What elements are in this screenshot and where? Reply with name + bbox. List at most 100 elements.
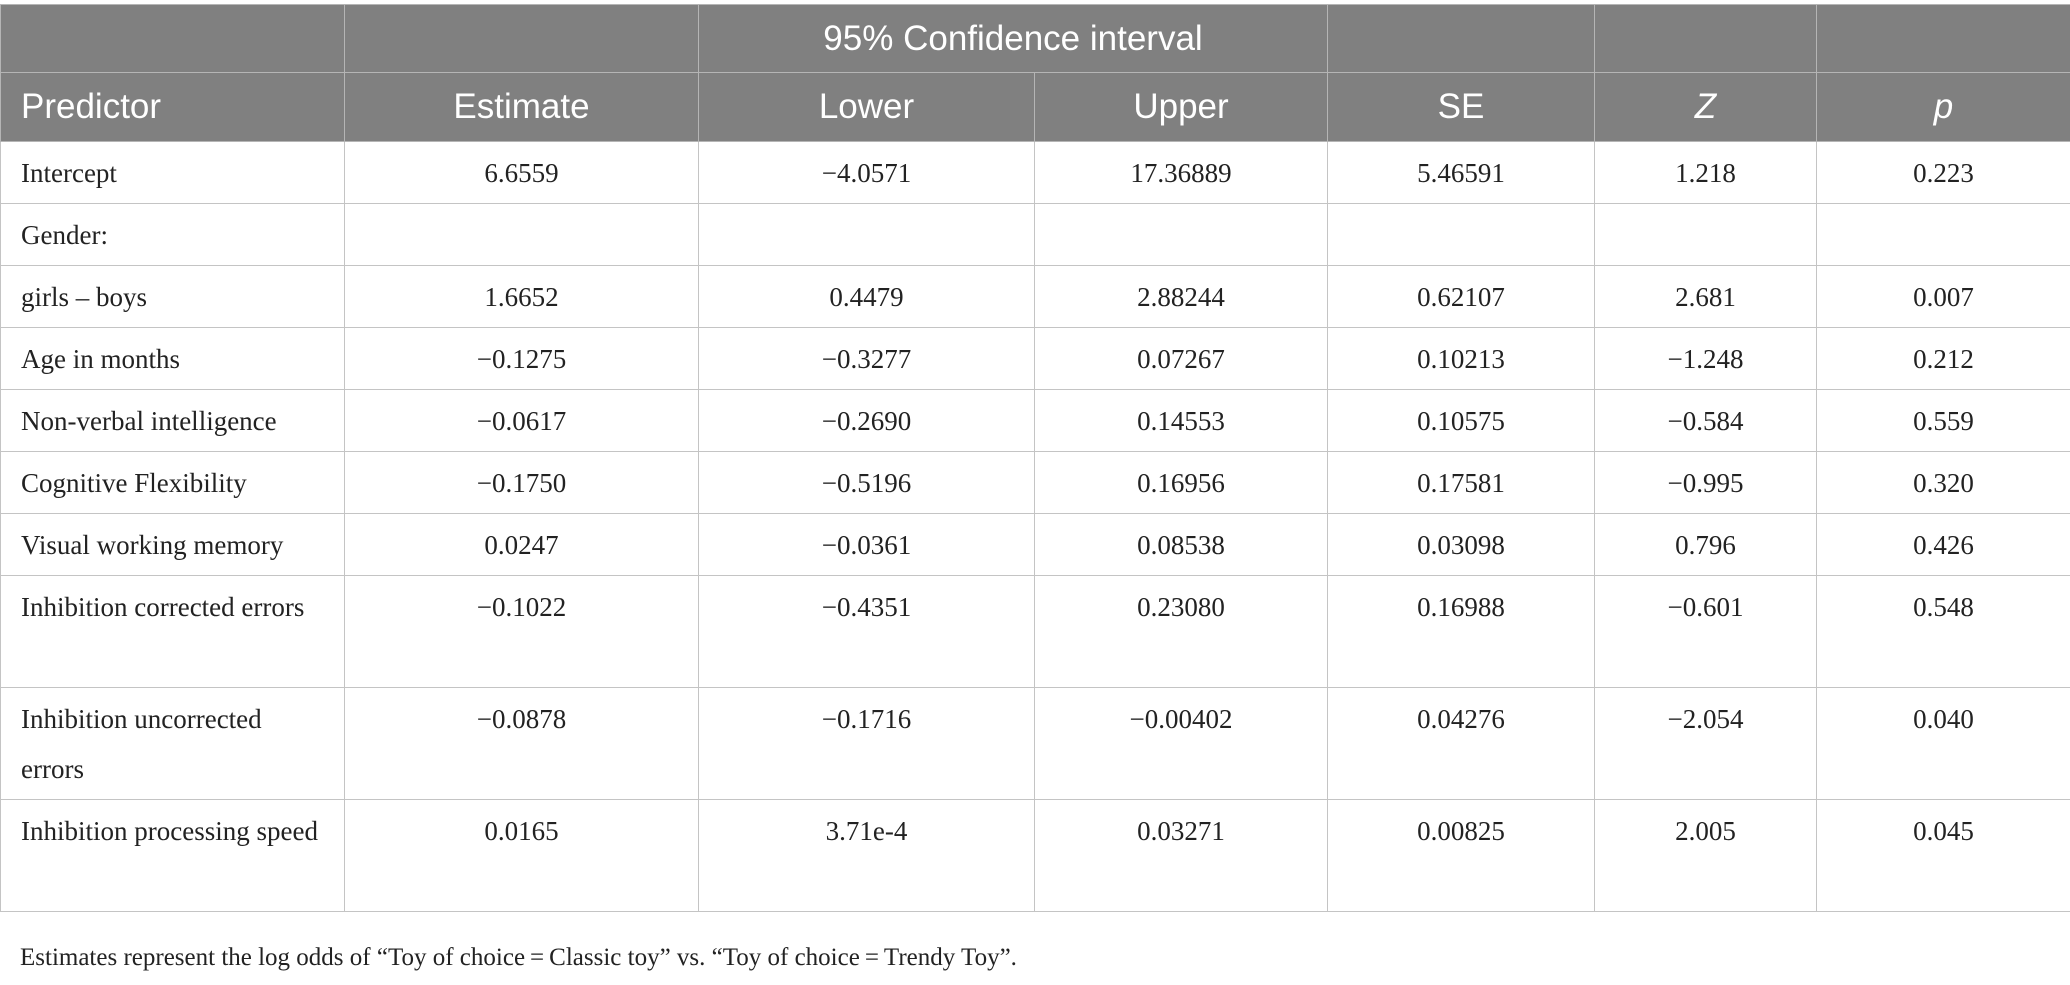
table-row: Inhibition corrected errors −0.1022 −0.4… <box>0 575 2070 688</box>
estimate-cell <box>344 203 699 266</box>
predictor-label: Intercept <box>21 158 117 188</box>
upper-cell: 0.07267 <box>1034 327 1328 390</box>
confidence-interval-group-header: 95% Confidence interval <box>698 4 1328 73</box>
table-row: Inhibition uncorrected errors −0.0878 −0… <box>0 687 2070 800</box>
p-cell: 0.007 <box>1816 265 2070 328</box>
lower-cell: −0.2690 <box>698 389 1035 452</box>
upper-value: 2.88244 <box>1137 282 1225 312</box>
column-header-estimate: Estimate <box>344 72 699 142</box>
predictor-label: Age in months <box>21 344 180 374</box>
table-row: Visual working memory 0.0247 −0.0361 0.0… <box>0 513 2070 576</box>
column-header-upper: Upper <box>1034 72 1328 142</box>
lower-value: −0.2690 <box>821 406 912 436</box>
se-value: 0.10213 <box>1417 344 1505 374</box>
p-cell: 0.548 <box>1816 575 2070 688</box>
estimate-value: −0.1750 <box>476 468 567 498</box>
estimate-value: 0.0165 <box>484 816 559 846</box>
predictor-cell: Visual working memory <box>0 513 345 576</box>
p-value: 0.320 <box>1913 468 1974 498</box>
estimate-cell: −0.1275 <box>344 327 699 390</box>
lower-cell: 0.4479 <box>698 265 1035 328</box>
upper-value: 17.36889 <box>1130 158 1232 188</box>
upper-cell: 0.03271 <box>1034 799 1328 912</box>
se-cell: 0.03098 <box>1327 513 1595 576</box>
upper-cell: 0.16956 <box>1034 451 1328 514</box>
upper-value: 0.08538 <box>1137 530 1225 560</box>
upper-cell: 2.88244 <box>1034 265 1328 328</box>
se-value: 0.00825 <box>1417 816 1505 846</box>
p-value: 0.045 <box>1913 816 1974 846</box>
z-cell <box>1594 203 1817 266</box>
p-cell: 0.040 <box>1816 687 2070 800</box>
estimate-cell: 0.0247 <box>344 513 699 576</box>
z-value: 2.005 <box>1675 816 1736 846</box>
z-cell: −0.995 <box>1594 451 1817 514</box>
predictor-label: Inhibition processing speed <box>21 816 318 846</box>
predictor-cell: Age in months <box>0 327 345 390</box>
p-value <box>1837 204 2050 210</box>
se-value: 5.46591 <box>1417 158 1505 188</box>
lower-value <box>719 204 1014 210</box>
se-cell: 0.10213 <box>1327 327 1595 390</box>
lower-value: −4.0571 <box>821 158 912 188</box>
predictor-cell: Non-verbal intelligence <box>0 389 345 452</box>
z-value: −2.054 <box>1667 704 1744 734</box>
estimate-cell: 1.6652 <box>344 265 699 328</box>
table-footnote: Estimates represent the log odds of “Toy… <box>20 944 1017 971</box>
table-row: Age in months −0.1275 −0.3277 0.07267 0.… <box>0 327 2070 390</box>
z-cell: 1.218 <box>1594 141 1817 204</box>
predictor-cell: Inhibition corrected errors <box>0 575 345 688</box>
predictor-label: Gender: <box>21 220 108 250</box>
z-value: −0.584 <box>1667 406 1744 436</box>
table-row: girls – boys 1.6652 0.4479 2.88244 0.621… <box>0 265 2070 328</box>
upper-cell: 0.14553 <box>1034 389 1328 452</box>
upper-value <box>1055 204 1307 210</box>
lower-value: 3.71e-4 <box>825 816 908 846</box>
lower-cell: −0.4351 <box>698 575 1035 688</box>
upper-cell <box>1034 203 1328 266</box>
predictor-label: Cognitive Flexibility <box>21 468 247 498</box>
group-header-empty-cell <box>344 4 699 73</box>
table-row: Inhibition processing speed 0.0165 3.71e… <box>0 799 2070 912</box>
z-value: −0.995 <box>1667 468 1744 498</box>
estimate-cell: −0.1750 <box>344 451 699 514</box>
upper-cell: −0.00402 <box>1034 687 1328 800</box>
lower-cell: −0.0361 <box>698 513 1035 576</box>
predictor-label: Inhibition corrected errors <box>21 592 305 622</box>
estimate-value: −0.0617 <box>476 406 567 436</box>
p-value: 0.040 <box>1913 704 1974 734</box>
upper-value: −0.00402 <box>1129 704 1233 734</box>
z-value: 0.796 <box>1675 530 1736 560</box>
predictor-cell: Inhibition processing speed <box>0 799 345 912</box>
p-value: 0.223 <box>1913 158 1974 188</box>
predictor-label: Non-verbal intelligence <box>21 406 277 436</box>
estimate-value: −0.1022 <box>476 592 567 622</box>
se-value: 0.04276 <box>1417 704 1505 734</box>
group-header-empty-cell <box>0 4 345 73</box>
predictor-cell: Cognitive Flexibility <box>0 451 345 514</box>
column-header-predictor: Predictor <box>0 72 345 142</box>
estimate-cell: 0.0165 <box>344 799 699 912</box>
z-value: −1.248 <box>1667 344 1744 374</box>
estimate-value: −0.1275 <box>476 344 567 374</box>
p-value: 0.212 <box>1913 344 1974 374</box>
lower-cell: −0.3277 <box>698 327 1035 390</box>
lower-value: −0.0361 <box>821 530 912 560</box>
z-value <box>1615 204 1796 210</box>
predictor-cell: Intercept <box>0 141 345 204</box>
column-header-lower: Lower <box>698 72 1035 142</box>
estimate-cell: −0.0617 <box>344 389 699 452</box>
lower-value: −0.1716 <box>821 704 912 734</box>
estimate-value: 0.0247 <box>484 530 559 560</box>
table-header: 95% Confidence interval Predictor Estima… <box>0 4 2070 142</box>
se-value: 0.17581 <box>1417 468 1505 498</box>
lower-value: −0.4351 <box>821 592 912 622</box>
results-table: 95% Confidence interval Predictor Estima… <box>0 4 2070 912</box>
header-group-row: 95% Confidence interval <box>0 4 2070 73</box>
predictor-cell: Gender: <box>0 203 345 266</box>
z-cell: 2.681 <box>1594 265 1817 328</box>
z-value: −0.601 <box>1667 592 1744 622</box>
z-cell: 2.005 <box>1594 799 1817 912</box>
z-cell: −2.054 <box>1594 687 1817 800</box>
predictor-label: Visual working memory <box>21 530 284 560</box>
